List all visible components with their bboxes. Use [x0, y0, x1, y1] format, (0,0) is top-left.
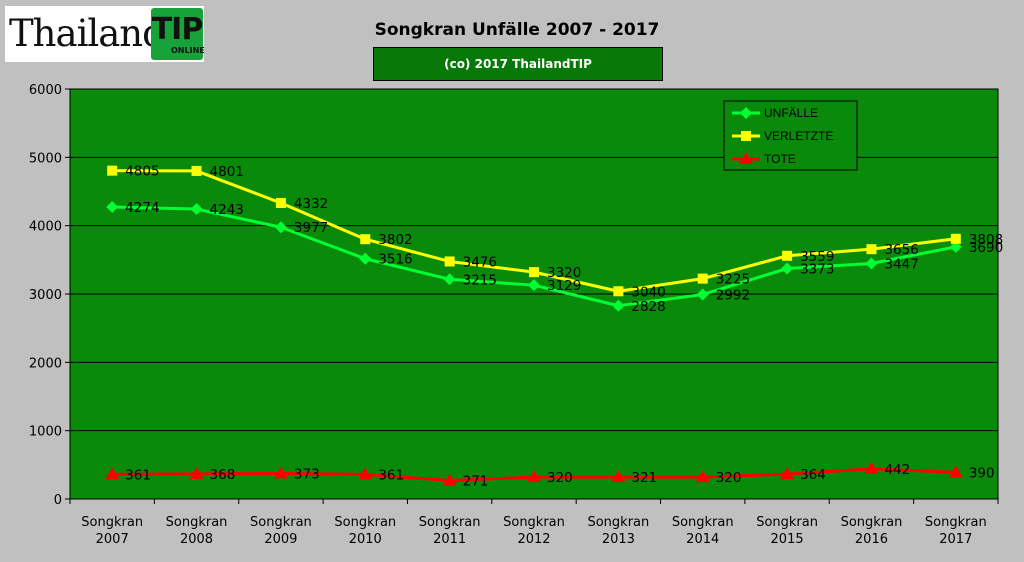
x-tick-label: Songkran 2015 — [756, 515, 818, 547]
data-point-verletzte — [275, 197, 286, 208]
y-tick-label: 6000 — [29, 83, 62, 98]
data-label-tote: 361 — [125, 467, 151, 483]
data-point-tote — [948, 465, 963, 478]
data-point-tote — [105, 467, 120, 480]
data-label-unfaelle: 3215 — [463, 272, 497, 288]
x-tick-label: Songkran 2013 — [587, 515, 649, 547]
data-label-verletzte: 3225 — [716, 272, 750, 288]
data-label-verletzte: 3320 — [547, 265, 581, 281]
logo-badge-text: TIP — [151, 12, 204, 47]
data-point-unfaelle — [443, 273, 456, 286]
data-label-unfaelle: 2992 — [716, 288, 750, 304]
data-point-unfaelle — [528, 279, 540, 292]
data-label-verletzte: 3656 — [884, 242, 918, 258]
legend-label-unfaelle: UNFÄLLE — [764, 106, 818, 120]
data-point-verletzte — [444, 256, 455, 267]
data-point-tote — [527, 470, 541, 483]
data-label-unfaelle: 3447 — [884, 256, 918, 272]
logo-badge: TIP ONLINE — [151, 8, 205, 60]
data-label-tote: 390 — [969, 465, 995, 481]
data-label-unfaelle: 3690 — [969, 240, 1003, 256]
data-label-tote: 271 — [463, 473, 489, 489]
data-label-unfaelle: 3373 — [800, 262, 834, 278]
y-tick-label: 3000 — [29, 288, 62, 303]
data-label-verletzte: 3802 — [378, 232, 412, 248]
data-label-verletzte: 4801 — [210, 164, 244, 180]
data-point-unfaelle — [865, 257, 878, 270]
data-label-verletzte: 4805 — [125, 164, 159, 180]
x-tick-label: Songkran 2014 — [672, 515, 734, 547]
logo-text: Thailand — [9, 12, 166, 55]
data-label-verletzte: 4332 — [294, 196, 328, 212]
data-point-tote — [780, 467, 795, 480]
data-label-verletzte: 3559 — [800, 249, 834, 265]
chart-title: Songkran Unfälle 2007 - 2017 — [374, 20, 660, 40]
data-point-verletzte — [529, 267, 539, 278]
data-point-tote — [611, 470, 626, 483]
data-point-verletzte — [782, 250, 793, 261]
data-point-verletzte — [613, 286, 624, 297]
chart-subtitle: (co) 2017 ThailandTIP — [373, 47, 663, 81]
x-tick-label: Songkran 2009 — [250, 515, 312, 547]
legend-label-tote: TOTE — [764, 152, 796, 166]
y-tick-label: 0 — [54, 493, 62, 508]
legend-marker-verletzte — [741, 131, 751, 141]
data-label-unfaelle: 4274 — [125, 200, 159, 216]
data-point-tote — [189, 466, 204, 479]
x-tick-label: Songkran 2017 — [925, 515, 987, 547]
data-point-tote — [273, 466, 288, 479]
data-point-unfaelle — [190, 203, 203, 216]
y-tick-label: 2000 — [29, 356, 62, 371]
data-point-verletzte — [360, 234, 371, 245]
data-label-tote: 373 — [294, 467, 320, 483]
data-point-verletzte — [191, 165, 202, 176]
data-label-unfaelle: 4243 — [210, 202, 244, 218]
data-point-tote — [358, 467, 373, 480]
y-tick-label: 4000 — [29, 220, 62, 235]
data-label-verletzte: 3040 — [631, 284, 665, 300]
y-tick-label: 5000 — [29, 151, 62, 166]
legend-marker-unfaelle — [740, 107, 752, 119]
data-point-verletzte — [107, 165, 118, 176]
data-point-unfaelle — [781, 262, 794, 275]
data-point-verletzte — [697, 273, 708, 284]
x-tick-label: Songkran 2010 — [334, 515, 396, 547]
data-label-tote: 320 — [716, 470, 742, 486]
data-point-unfaelle — [274, 221, 287, 234]
data-point-unfaelle — [949, 240, 962, 253]
logo-badge-subtext: ONLINE — [171, 46, 205, 55]
data-label-unfaelle: 3516 — [378, 252, 412, 268]
x-tick-label: Songkran 2012 — [503, 515, 565, 547]
data-label-tote: 320 — [547, 470, 573, 486]
data-point-unfaelle — [696, 288, 709, 301]
legend-marker-tote — [739, 152, 753, 164]
data-label-unfaelle: 3977 — [294, 220, 328, 236]
y-tick-label: 1000 — [29, 425, 62, 440]
data-label-tote: 368 — [210, 467, 236, 483]
data-point-unfaelle — [359, 252, 372, 265]
x-tick-label: Songkran 2008 — [166, 515, 228, 547]
legend-label-verletzte: VERLETZTE — [764, 129, 833, 143]
data-point-tote — [442, 473, 457, 486]
x-tick-label: Songkran 2007 — [81, 515, 143, 547]
data-point-unfaelle — [106, 200, 119, 213]
x-tick-label: Songkran 2011 — [419, 515, 481, 547]
data-label-unfaelle: 2828 — [631, 299, 665, 315]
data-point-verletzte — [950, 233, 961, 244]
data-label-verletzte: 3476 — [463, 254, 497, 270]
data-point-tote — [864, 461, 879, 474]
data-label-tote: 321 — [631, 470, 657, 486]
data-label-unfaelle: 3129 — [547, 278, 581, 294]
data-point-unfaelle — [612, 299, 625, 312]
data-label-verletzte: 3808 — [969, 232, 1003, 248]
x-tick-label: Songkran 2016 — [841, 515, 903, 547]
logo: Thailand TIP ONLINE — [5, 6, 205, 62]
data-point-verletzte — [866, 244, 877, 255]
data-label-tote: 442 — [884, 462, 910, 478]
data-label-tote: 364 — [800, 467, 826, 483]
data-point-tote — [695, 470, 710, 483]
data-label-tote: 361 — [378, 467, 404, 483]
